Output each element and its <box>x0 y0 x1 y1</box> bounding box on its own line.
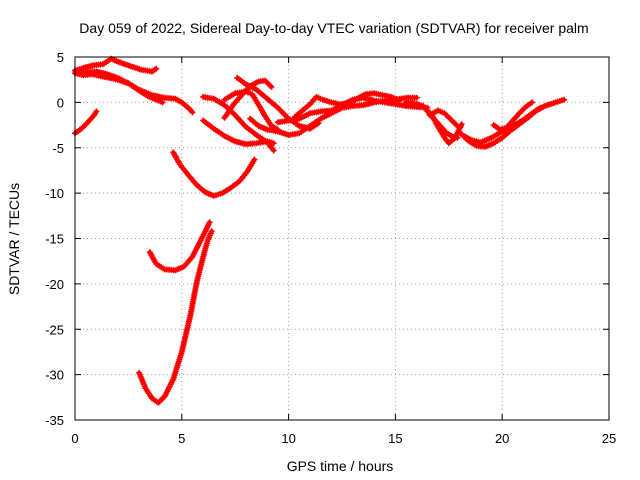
series-markers <box>200 117 277 148</box>
series-arc-2 <box>72 55 160 75</box>
x-tick-label: 0 <box>71 431 78 446</box>
x-tick-label: 15 <box>388 431 402 446</box>
series-trace <box>73 71 195 115</box>
y-tick-label: -5 <box>52 141 64 156</box>
x-tick-label: 10 <box>281 431 295 446</box>
series-markers <box>72 70 196 116</box>
series-arc-6 <box>146 219 213 274</box>
y-tick-label: -25 <box>45 322 64 337</box>
x-axis-label: GPS time / hours <box>287 458 394 474</box>
y-tick-label: -10 <box>45 186 64 201</box>
x-tick-label: 25 <box>602 431 616 446</box>
series-markers <box>146 219 213 274</box>
series-arc-10 <box>221 88 281 133</box>
data-series <box>72 55 568 406</box>
series-arc-1 <box>72 108 100 137</box>
series-arc-5 <box>170 149 258 199</box>
series-arc-4 <box>72 67 166 106</box>
series-arc-18 <box>426 107 461 129</box>
series-arc-3 <box>72 70 196 116</box>
series-arc-7 <box>136 228 215 406</box>
chart-title: Day 059 of 2022, Sidereal Day-to-day VTE… <box>79 20 588 36</box>
series-markers <box>221 88 281 133</box>
series-markers <box>426 107 461 129</box>
series-arc-15 <box>292 90 403 120</box>
y-tick-label: -30 <box>45 368 64 383</box>
y-tick-label: 0 <box>57 95 64 110</box>
series-markers <box>136 228 215 406</box>
y-tick-label: -20 <box>45 277 64 292</box>
y-tick-label: -15 <box>45 232 64 247</box>
y-axis-label: SDTVAR / TECUs <box>6 183 22 295</box>
series-arc-9 <box>200 117 277 148</box>
x-tick-label: 20 <box>495 431 509 446</box>
series-markers <box>72 108 100 137</box>
series-markers <box>170 149 258 199</box>
y-tick-label: 5 <box>57 50 64 65</box>
series-markers <box>490 99 536 133</box>
series-arc-21 <box>490 99 536 133</box>
y-tick-label: -35 <box>45 413 64 428</box>
x-tick-label: 5 <box>178 431 185 446</box>
series-markers <box>221 77 275 121</box>
grid-lines <box>75 57 609 420</box>
series-markers <box>292 90 403 120</box>
axis-ticks: 0 5 10 15 20 25 5 0 -5 -10 -15 -20 -25 -30 -35 <box>45 50 616 446</box>
